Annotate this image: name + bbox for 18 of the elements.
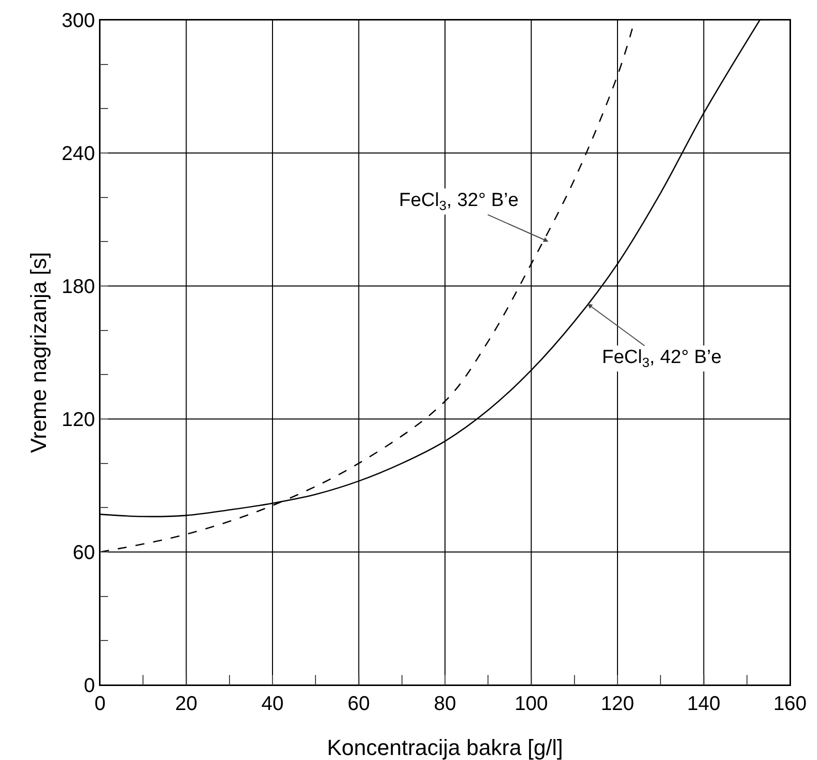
x-tick-label: 20 (175, 693, 198, 715)
y-tick-label: 60 (72, 542, 95, 564)
x-tick-label: 80 (434, 693, 456, 715)
y-axis-title: Vreme nagrizanja [s] (26, 252, 51, 453)
y-tick-label: 0 (84, 675, 95, 697)
x-tick-label: 40 (261, 693, 284, 715)
x-tick-label: 60 (348, 693, 370, 715)
annotation: FeCl$_{3}$, 32° B’e (399, 190, 519, 213)
x-tick-label: 100 (514, 693, 548, 715)
x-tick-label: 140 (687, 693, 720, 715)
x-tick-label: 160 (773, 693, 807, 715)
y-tick-label: 300 (62, 10, 95, 32)
y-tick-label: 240 (62, 143, 95, 165)
y-tick-label: 120 (62, 409, 95, 431)
y-tick-label: 180 (62, 276, 95, 298)
annotation: FeCl$_{3}$, 42° B’e (602, 347, 722, 370)
x-tick-label: 120 (600, 693, 634, 715)
x-axis-title: Koncentracija bakra [g/l] (326, 735, 564, 760)
